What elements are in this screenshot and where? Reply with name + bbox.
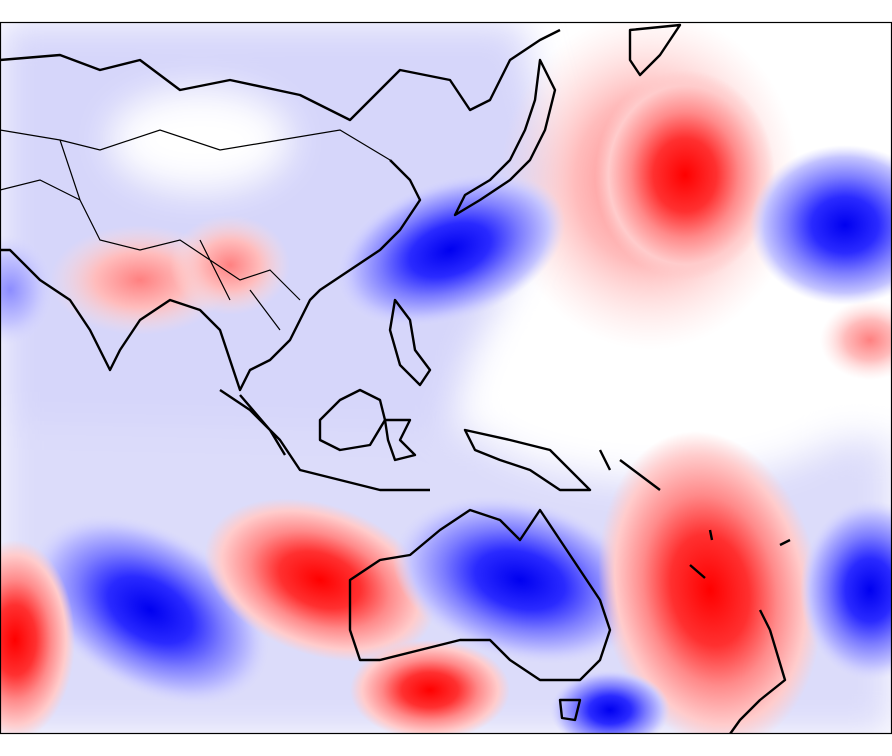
tasmania bbox=[558, 698, 582, 722]
sumatra-java bbox=[219, 389, 430, 492]
japan bbox=[453, 58, 557, 217]
australia bbox=[348, 508, 612, 682]
sulawesi bbox=[383, 418, 417, 462]
anomaly-field bbox=[0, 22, 892, 734]
kamchatka bbox=[628, 23, 682, 77]
asia-coast bbox=[0, 28, 561, 392]
coastlines bbox=[0, 23, 791, 734]
new-zealand bbox=[729, 609, 787, 734]
pacific-islands bbox=[598, 449, 791, 579]
country-borders bbox=[0, 129, 391, 331]
philippines bbox=[388, 298, 432, 387]
new-guinea bbox=[463, 428, 592, 492]
